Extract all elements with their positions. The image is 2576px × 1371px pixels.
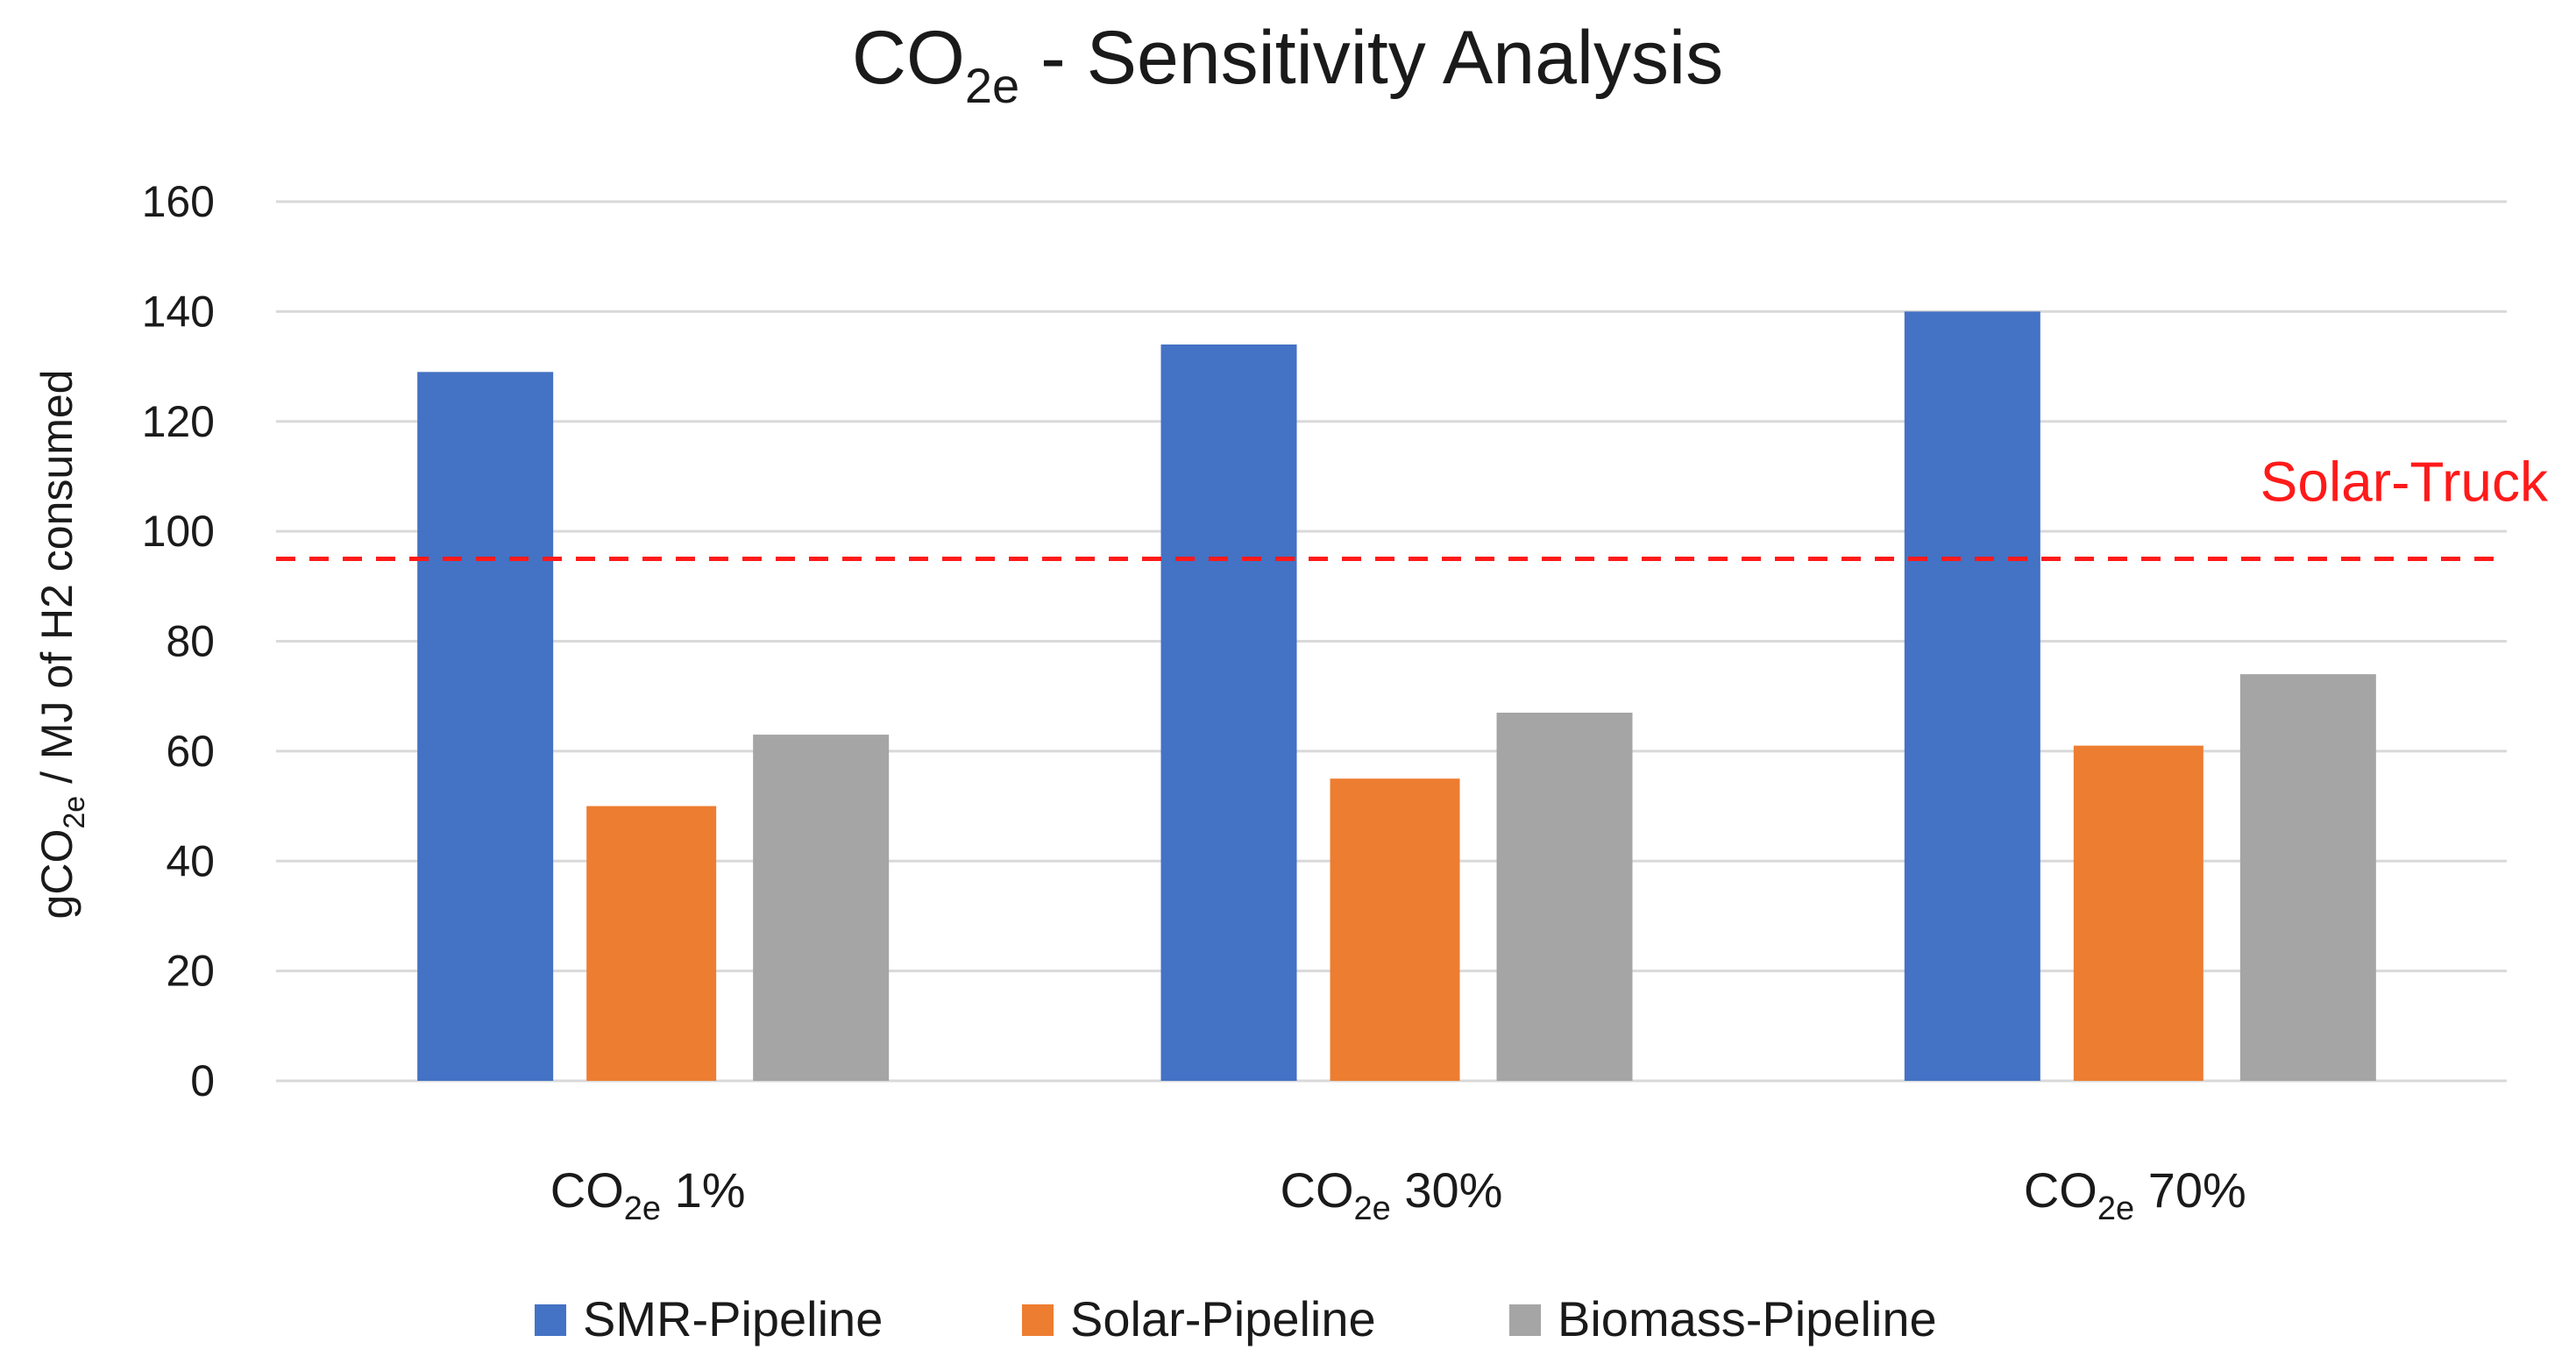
x-category-label: CO2e 1% [550,1162,746,1227]
legend-label-smr-pipeline: SMR-Pipeline [583,1291,883,1346]
y-tick-label: 120 [142,397,215,446]
y-tick-label: 60 [166,727,215,776]
chart-title: CO2e - Sensitivity Analysis [852,16,1723,113]
bar-biomass-pipeline-3 [2239,674,2376,1081]
y-tick-label: 20 [166,947,215,996]
y-tick-label: 0 [190,1056,215,1105]
y-tick-label: 140 [142,287,215,336]
x-category-label: CO2e 70% [2024,1162,2246,1227]
bar-biomass-pipeline-2 [1496,712,1633,1081]
y-axis-ticks: 0 20 40 60 80 100 120 140 160 [142,177,215,1105]
legend-label-solar-pipeline: Solar-Pipeline [1070,1291,1376,1346]
y-tick-label: 40 [166,836,215,885]
legend-swatch-solar-pipeline [1022,1304,1054,1336]
y-tick-label: 160 [142,177,215,226]
legend-swatch-biomass-pipeline [1509,1304,1541,1336]
y-axis-label: gCO2e / MJ of H2 consumed [32,370,91,920]
bar-smr-pipeline-1 [417,372,554,1081]
bar-biomass-pipeline-1 [753,735,890,1081]
solar-truck-reference-label: Solar-Truck [2260,451,2549,514]
bar-smr-pipeline-3 [1904,311,2040,1081]
bar-solar-pipeline-3 [2073,745,2203,1081]
x-axis-categories: CO2e 1% CO2e 30% CO2e 70% [550,1162,2246,1227]
bar-solar-pipeline-2 [1330,778,1460,1081]
y-tick-label: 100 [142,507,215,556]
legend-swatch-smr-pipeline [535,1304,566,1336]
legend: SMR-Pipeline Solar-Pipeline Biomass-Pipeli… [535,1291,1937,1346]
bar-smr-pipeline-2 [1160,344,1297,1081]
y-tick-label: 80 [166,617,215,666]
x-category-label: CO2e 30% [1281,1162,1503,1227]
bars [417,311,2376,1081]
bar-solar-pipeline-1 [586,806,717,1081]
legend-label-biomass-pipeline: Biomass-Pipeline [1558,1291,1937,1346]
